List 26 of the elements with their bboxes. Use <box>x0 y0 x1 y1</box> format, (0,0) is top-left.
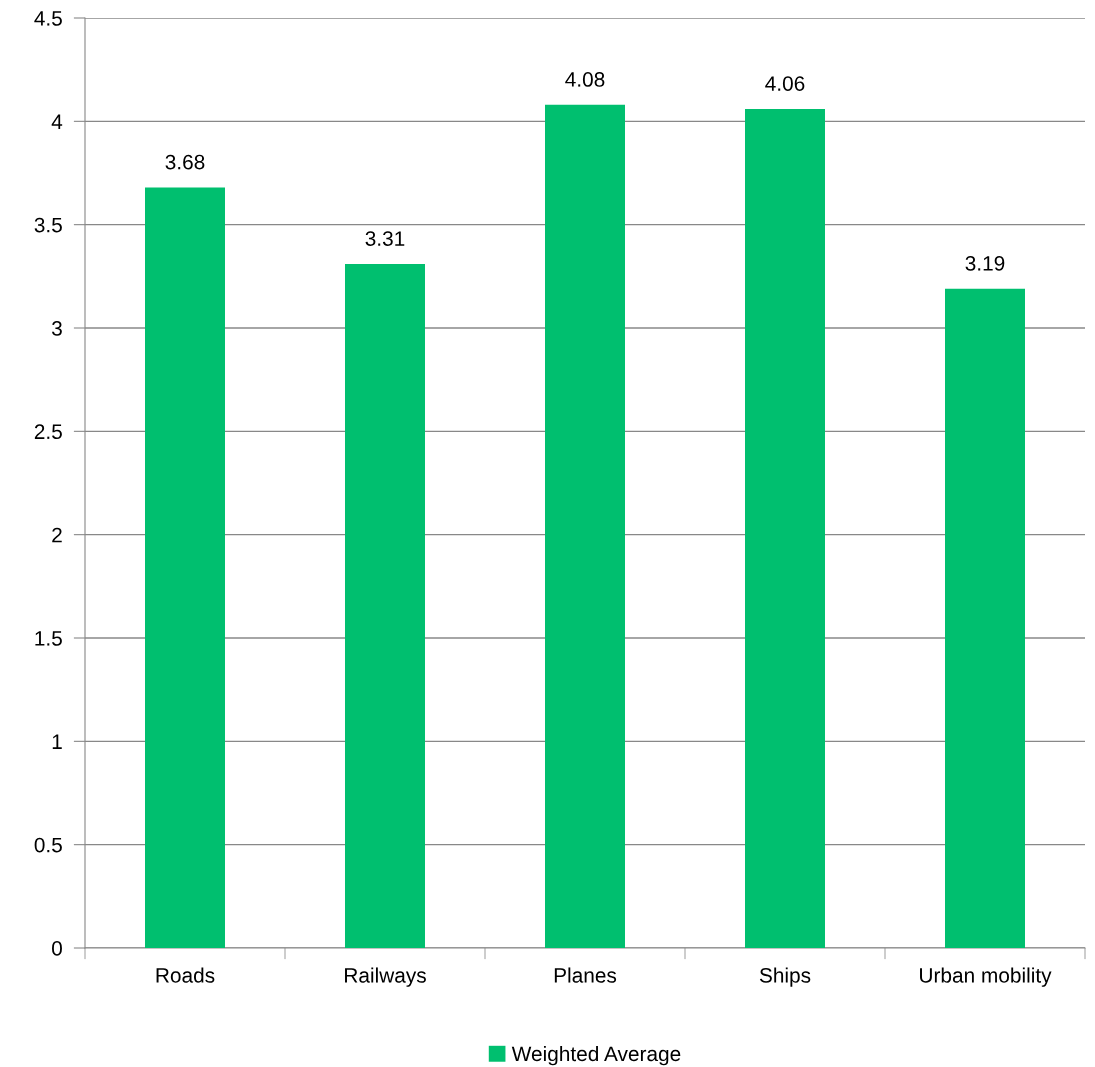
bar <box>345 263 425 948</box>
data-label: 4.08 <box>565 72 605 87</box>
y-tick-label: 1 <box>52 734 62 749</box>
x-tick-label: Ships <box>759 967 811 987</box>
y-tick-label: 0.5 <box>34 837 62 853</box>
data-label: 3.19 <box>965 255 1005 271</box>
y-tick-label: 3 <box>51 321 62 336</box>
bar <box>145 187 225 948</box>
x-tick-label: Railways <box>345 967 426 987</box>
y-tick-label: 3.5 <box>34 217 62 233</box>
y-tick-label: 2 <box>52 527 62 543</box>
x-tick-label: Urban mobility <box>920 967 1052 987</box>
y-tick-label: 0 <box>52 941 62 956</box>
y-tick-label: 2.5 <box>34 424 62 440</box>
data-label: 3.68 <box>165 154 205 170</box>
legend-label: Weighted Average <box>511 1045 681 1066</box>
y-tick-label: 4 <box>51 114 63 129</box>
y-tick-label: 4.5 <box>34 11 62 26</box>
bar <box>945 288 1025 948</box>
x-tick-label: Planes <box>554 967 617 983</box>
x-tick-label: Roads <box>156 967 215 983</box>
bar <box>745 108 825 948</box>
data-label: 3.31 <box>365 231 405 246</box>
bar <box>545 104 625 948</box>
y-tick-label: 1.5 <box>35 631 62 646</box>
data-label: 4.06 <box>765 76 805 91</box>
